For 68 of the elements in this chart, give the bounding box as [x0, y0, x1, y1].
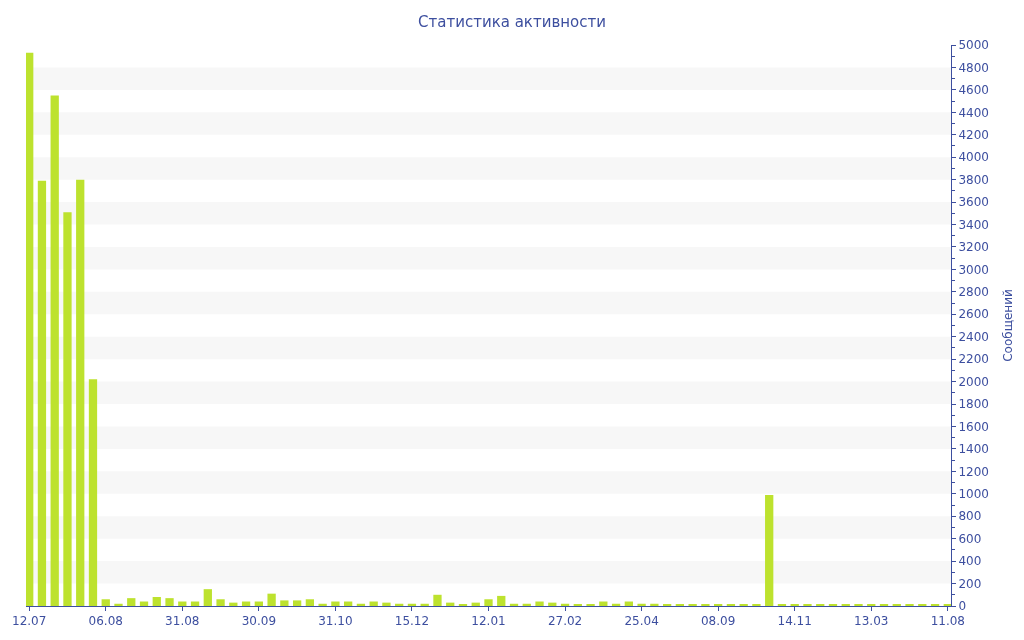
bar — [37, 180, 47, 606]
y-tick-label: 600 — [958, 531, 982, 546]
bar — [63, 212, 72, 606]
bar — [497, 595, 506, 606]
y-tick-label: 1800 — [958, 397, 989, 412]
x-tick-label: 31.10 — [318, 614, 353, 629]
y-tick-label: 3800 — [958, 172, 989, 187]
x-tick-label: 31.08 — [165, 614, 200, 629]
bar — [650, 603, 659, 606]
bar — [267, 593, 276, 606]
x-tick-label: 27.02 — [547, 614, 583, 629]
bar — [484, 599, 493, 606]
y-tick-label: 3000 — [958, 262, 989, 277]
y-tick-label: 2200 — [958, 352, 989, 367]
bar — [101, 599, 110, 606]
y-tick-label: 4800 — [958, 60, 989, 75]
bar — [305, 599, 315, 606]
x-tick-label: 30.09 — [241, 614, 277, 629]
bar — [331, 601, 340, 606]
y-tick-label: 0 — [958, 599, 967, 614]
bar — [637, 603, 646, 606]
x-tick-label: 25.04 — [624, 614, 659, 629]
y-tick-label: 3400 — [958, 217, 989, 232]
y-tick-label: 4200 — [958, 127, 989, 142]
y-tick-label: 2400 — [958, 329, 989, 344]
bar — [292, 600, 302, 606]
y-tick-label: 1200 — [958, 464, 989, 479]
y-tick-label: 3600 — [958, 195, 989, 210]
y-tick-label: 400 — [958, 554, 982, 569]
y-tick-label: 2000 — [958, 374, 989, 389]
bar — [280, 600, 289, 606]
x-tick-label: 12.07 — [12, 614, 47, 629]
y-tick-label: 3200 — [958, 240, 989, 255]
chart-title: Статистика активности — [418, 12, 606, 31]
y-tick-label: 5000 — [958, 38, 989, 53]
y-tick-label: 800 — [958, 509, 982, 524]
bar — [535, 601, 544, 606]
x-tick-label: 08.09 — [700, 614, 736, 629]
bar — [203, 589, 212, 606]
x-tick-label: 11.08 — [930, 614, 965, 629]
bar — [88, 379, 98, 606]
x-tick-label: 13.03 — [854, 614, 889, 629]
y-tick-label: 2800 — [958, 285, 989, 300]
y-tick-label: 1600 — [958, 419, 989, 434]
y-axis-title: Сообщений — [1000, 289, 1015, 362]
y-tick-label: 1000 — [958, 487, 989, 501]
bar — [165, 598, 174, 606]
x-tick-label: 14.11 — [777, 614, 812, 629]
x-tick-label: 12.01 — [471, 614, 506, 629]
bar — [50, 95, 59, 606]
x-tick-label: 06.08 — [88, 614, 123, 629]
bar — [318, 603, 327, 606]
y-tick-label: 200 — [958, 576, 982, 591]
x-tick-label: 15.12 — [394, 614, 430, 629]
bar — [216, 599, 225, 606]
bar — [114, 603, 123, 606]
bar — [26, 52, 34, 606]
y-tick-label: 1400 — [958, 442, 989, 457]
y-tick-label: 2600 — [958, 307, 989, 322]
bar — [765, 494, 774, 606]
y-tick-label: 4000 — [958, 150, 989, 165]
bar — [433, 594, 442, 606]
bar — [152, 597, 161, 606]
y-tick-label: 4600 — [958, 83, 989, 98]
bar — [127, 598, 136, 606]
y-tick-label: 4400 — [958, 105, 989, 120]
bar — [76, 179, 85, 606]
bar — [382, 602, 391, 606]
